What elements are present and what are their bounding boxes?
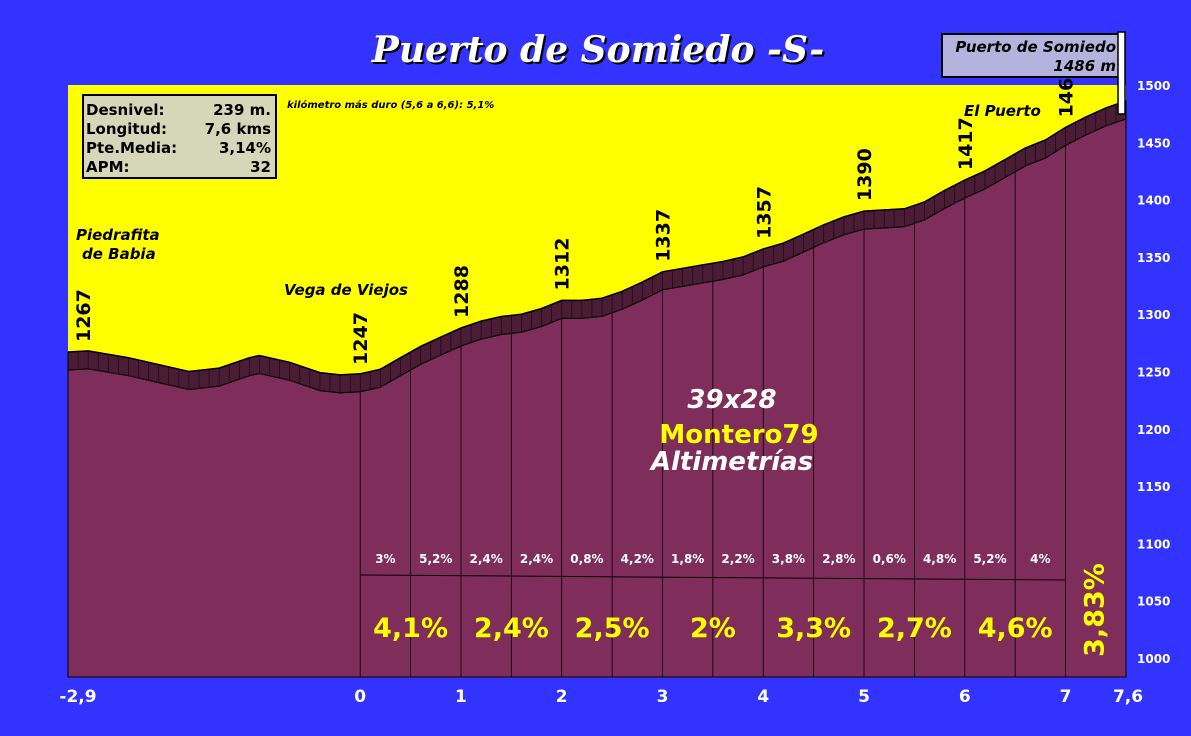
half-km-gradient-label: 4,8% — [923, 552, 956, 566]
chart-title-shadow: Puerto de Somiedo -S- — [373, 31, 827, 73]
km-gradient-label: 2,4% — [474, 613, 549, 644]
summit-name: Puerto de Somiedo — [955, 38, 1116, 56]
summary-value-longitud: 7,6 kms — [205, 120, 271, 138]
x-tick-label: 5 — [858, 687, 870, 707]
watermark-line3: Altimetrías — [649, 447, 813, 477]
summary-box: Desnivel: 239 m. Longitud: 7,6 kms Pte.M… — [82, 94, 277, 179]
altitude-point-label: 1417 — [955, 117, 977, 170]
x-tick-label: 1 — [455, 687, 467, 707]
half-km-gradient-label: 1,8% — [671, 552, 704, 566]
y-tick-label: 1200 — [1137, 423, 1170, 437]
half-km-gradient-label: 3,8% — [772, 552, 805, 566]
x-tick-label: 7,6 — [1113, 687, 1143, 707]
altitude-point-label: 1288 — [451, 265, 473, 318]
half-km-gradient-label: 4,2% — [621, 552, 654, 566]
place-piedrafita-line2: de Babia — [82, 245, 156, 263]
summary-value-apm: 32 — [250, 158, 271, 176]
hardest-km-note: kilómetro más duro (5,6 a 6,6): 5,1% — [287, 99, 494, 111]
x-tick-label: 0 — [354, 687, 366, 707]
y-tick-label: 1250 — [1137, 366, 1170, 380]
x-tick-label: 2 — [556, 687, 568, 707]
y-tick-label: 1350 — [1137, 251, 1170, 265]
place-piedrafita-line1: Piedrafita — [76, 226, 160, 244]
axis-layer: 1000105011001150120012501300135014001450… — [59, 79, 1170, 707]
place-vega-de-viejos: Vega de Viejos — [284, 281, 408, 299]
km-gradient-label: 3,3% — [776, 613, 851, 644]
summary-label-pte-media: Pte.Media: — [86, 139, 177, 157]
summit-post — [1117, 31, 1126, 115]
x-tick-label: -2,9 — [59, 687, 96, 707]
y-tick-label: 1400 — [1137, 194, 1170, 208]
km-gradient-label: 2% — [690, 613, 736, 644]
watermark-line2: Montero79 — [659, 420, 818, 450]
km-band-line — [360, 574, 1066, 581]
km-gradient-label: 4,1% — [373, 613, 448, 644]
half-km-gradient-label: 4% — [1030, 552, 1050, 566]
km-gradient-label: 2,5% — [575, 613, 650, 644]
km-gradient-label: 2,7% — [877, 613, 952, 644]
half-km-gradient-label: 2,4% — [520, 552, 553, 566]
road-top-edge — [67, 100, 1127, 376]
place-el-puerto: El Puerto — [964, 102, 1041, 120]
y-tick-label: 1300 — [1137, 308, 1170, 322]
half-km-gradient-label: 3% — [375, 552, 395, 566]
x-tick-label: 3 — [657, 687, 669, 707]
y-tick-label: 1450 — [1137, 136, 1170, 150]
x-tick-label: 7 — [1060, 687, 1072, 707]
last-segment-gradient-label: 3,83% — [1079, 563, 1110, 657]
y-tick-label: 1100 — [1137, 537, 1170, 551]
altitude-point-label: 1247 — [350, 312, 372, 365]
half-km-gradient-label: 5,2% — [419, 552, 452, 566]
altitude-point-label: 1312 — [552, 238, 574, 291]
profile-layer — [67, 100, 1127, 678]
summit-box: Puerto de Somiedo 1486 m — [941, 31, 1126, 115]
altitude-point-label: 1390 — [854, 148, 876, 201]
summit-altitude: 1486 m — [1053, 57, 1116, 75]
half-km-gradient-label: 2,2% — [721, 552, 754, 566]
summary-value-pte-media: 3,14% — [219, 139, 271, 157]
y-tick-label: 1000 — [1137, 652, 1170, 666]
y-tick-label: 1050 — [1137, 595, 1170, 609]
chart-title: Puerto de Somiedo -S- — [371, 29, 825, 71]
half-km-gradient-label: 0,6% — [873, 552, 906, 566]
gradient-layer: 3% 5,2% 2,4% 2,4% 0,8% 4,2% 1,8% 2,2% 3,8% 2,8% 0,… — [359, 119, 1127, 677]
half-km-gradient-label: 0,8% — [570, 552, 603, 566]
summary-label-apm: APM: — [86, 158, 130, 176]
x-tick-label: 6 — [959, 687, 971, 707]
altitude-point-label: 1337 — [652, 209, 674, 262]
watermark-line1: 39x28 — [687, 385, 776, 415]
altitude-point-label: 1267 — [73, 289, 95, 342]
altitude-point-label: 1357 — [753, 186, 775, 239]
km-gradient-label: 4,6% — [978, 613, 1053, 644]
half-km-gradient-label: 2,8% — [822, 552, 855, 566]
y-tick-label: 1150 — [1137, 480, 1170, 494]
x-tick-label: 4 — [757, 687, 769, 707]
summary-label-longitud: Longitud: — [86, 120, 167, 138]
half-km-gradient-label: 5,2% — [973, 552, 1006, 566]
y-tick-label: 1500 — [1137, 79, 1170, 93]
summary-label-desnivel: Desnivel: — [86, 101, 164, 119]
half-km-gradient-label: 2,4% — [470, 552, 503, 566]
summary-value-desnivel: 239 m. — [213, 101, 271, 119]
